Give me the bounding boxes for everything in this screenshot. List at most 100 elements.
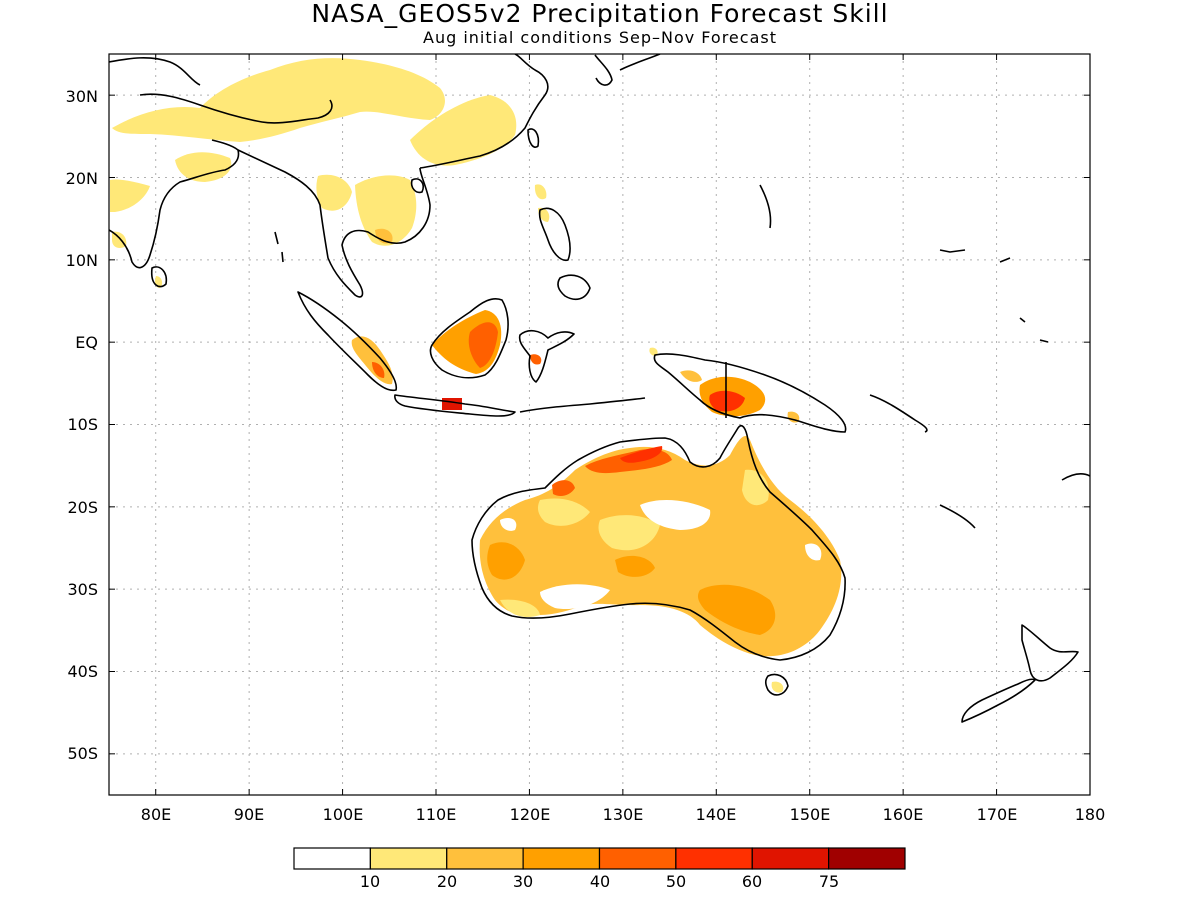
shade-taiwan bbox=[534, 184, 547, 200]
lon-labels: 80E 90E 100E 110E 120E 130E 140E 150E 16… bbox=[141, 805, 1106, 824]
colorbar-swatch bbox=[828, 847, 906, 870]
colorbar-label-10: 10 bbox=[360, 872, 380, 891]
shade-sumatra bbox=[351, 336, 393, 385]
shade-aus-orange-1 bbox=[487, 542, 525, 580]
skill-shading bbox=[110, 58, 842, 693]
shade-aus-light-3 bbox=[742, 469, 769, 506]
lon-ticks bbox=[155, 54, 1091, 795]
coast-srilanka bbox=[150, 266, 168, 288]
coast-sulawesi bbox=[518, 329, 575, 383]
shade-india-south bbox=[112, 231, 127, 248]
coast-tasmania bbox=[764, 673, 789, 696]
shade-borneo-2 bbox=[468, 322, 498, 368]
lat-label-40s: 40S bbox=[67, 662, 98, 681]
shade-java bbox=[442, 398, 462, 410]
colorbar-swatch bbox=[446, 847, 524, 870]
lon-label-160e: 160E bbox=[883, 805, 924, 824]
shade-aus-white-2 bbox=[540, 584, 610, 610]
coast-nz-south bbox=[961, 678, 1036, 723]
lon-label-110e: 110E bbox=[416, 805, 457, 824]
coast-australia bbox=[471, 424, 846, 661]
lat-label-30s: 30S bbox=[67, 580, 98, 599]
colorbar-swatch bbox=[369, 847, 448, 870]
lat-label-30n: 30N bbox=[66, 87, 98, 106]
coast-nusa bbox=[519, 397, 646, 413]
shade-png-1 bbox=[680, 370, 702, 382]
colorbar-label-60: 60 bbox=[742, 872, 762, 891]
lat-labels: 30N 20N 10N EQ 10S 20S 30S 40S 50S bbox=[66, 87, 98, 763]
shade-aus-north-2 bbox=[620, 446, 663, 463]
coast-taiwan bbox=[527, 128, 540, 148]
border-himalaya bbox=[139, 93, 333, 124]
shade-aus-orange-2 bbox=[697, 584, 776, 635]
shade-png-3 bbox=[709, 390, 745, 412]
coast-fiji bbox=[1061, 473, 1090, 481]
shade-sumatra-2 bbox=[372, 362, 385, 378]
shade-aus-white-3 bbox=[805, 543, 822, 561]
shade-australia bbox=[479, 435, 842, 657]
coast-sumatra bbox=[297, 291, 398, 392]
lat-label-20s: 20S bbox=[67, 498, 98, 517]
coast-borneo bbox=[429, 297, 509, 379]
lat-label-20n: 20N bbox=[66, 169, 98, 188]
colorbar-label-75: 75 bbox=[819, 872, 839, 891]
coast-indochina bbox=[237, 149, 431, 298]
shade-india-north bbox=[175, 152, 232, 182]
coast-india bbox=[109, 139, 240, 269]
colorbar-labels: 10 20 30 40 50 60 75 bbox=[360, 872, 839, 891]
lon-label-120e: 120E bbox=[510, 805, 551, 824]
shade-aus-white-1 bbox=[640, 499, 711, 530]
coast-mindanao bbox=[557, 274, 591, 301]
shade-india-west bbox=[110, 179, 150, 212]
colorbar-label-30: 30 bbox=[513, 872, 533, 891]
lat-label-10n: 10N bbox=[66, 251, 98, 270]
coast-china bbox=[419, 54, 549, 169]
colorbar-swatch bbox=[293, 847, 371, 870]
coast-japan bbox=[619, 54, 661, 71]
shade-aus-light-2 bbox=[598, 515, 660, 551]
lon-label-150e: 150E bbox=[790, 805, 831, 824]
coast-micronesia bbox=[759, 184, 1049, 343]
shade-timor bbox=[649, 347, 658, 356]
coast-newcaledonia bbox=[939, 504, 976, 529]
shade-aus-light-1 bbox=[537, 498, 590, 526]
shade-tibet bbox=[112, 58, 445, 142]
shade-aus-white-4 bbox=[500, 518, 517, 531]
colorbar-swatch bbox=[522, 847, 601, 870]
shade-luzon bbox=[538, 207, 550, 222]
lon-label-140e: 140E bbox=[696, 805, 737, 824]
lat-ticks bbox=[109, 94, 1090, 755]
coast-newguinea bbox=[653, 353, 847, 433]
lon-label-100e: 100E bbox=[323, 805, 364, 824]
coast-nz-north bbox=[1021, 624, 1079, 682]
coast-andaman bbox=[274, 231, 284, 263]
lon-label-170e: 170E bbox=[977, 805, 1018, 824]
colorbar-swatch bbox=[675, 847, 753, 870]
coast-hainan bbox=[410, 178, 425, 194]
coast-java bbox=[394, 394, 516, 417]
lon-label-80e: 80E bbox=[141, 805, 171, 824]
colorbar bbox=[293, 847, 906, 870]
shade-aus-orange-3 bbox=[615, 555, 655, 577]
chart-subtitle: Aug initial conditions Sep–Nov Forecast bbox=[423, 28, 777, 47]
coastlines bbox=[109, 54, 1090, 723]
shade-aus-northwest bbox=[552, 480, 575, 496]
shade-burma-1 bbox=[316, 174, 352, 211]
chart-title: NASA_GEOS5v2 Precipitation Forecast Skil… bbox=[311, 0, 889, 28]
lat-label-10s: 10S bbox=[67, 415, 98, 434]
coast-korea bbox=[594, 54, 613, 86]
lat-label-eq: EQ bbox=[75, 333, 98, 352]
shade-indochina bbox=[355, 175, 417, 246]
shade-tasmania bbox=[771, 681, 784, 693]
border-asia-north bbox=[109, 57, 201, 86]
colorbar-swatch bbox=[751, 847, 830, 870]
colorbar-label-20: 20 bbox=[437, 872, 457, 891]
shade-china bbox=[410, 95, 517, 166]
lon-label-130e: 130E bbox=[603, 805, 644, 824]
lon-label-90e: 90E bbox=[234, 805, 264, 824]
coast-solomons bbox=[869, 394, 928, 433]
coast-luzon bbox=[538, 207, 571, 262]
colorbar-swatch bbox=[598, 847, 677, 870]
lat-label-50s: 50S bbox=[67, 744, 98, 763]
